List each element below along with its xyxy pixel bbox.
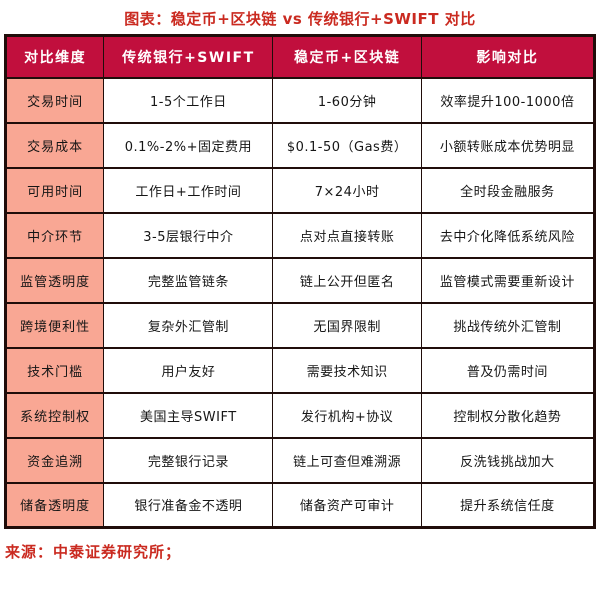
table-cell: 用户友好 (103, 346, 274, 393)
table-cell: 链上公开但匿名 (272, 256, 422, 303)
column-header-impact: 影响对比 (420, 34, 596, 78)
page-title: 图表：稳定币+区块链 vs 传统银行+SWIFT 对比 (124, 10, 476, 28)
row-dimension-cell: 监管透明度 (4, 256, 105, 303)
row-dimension-cell: 交易成本 (4, 121, 105, 168)
table-cell: 反洗钱挑战加大 (420, 436, 596, 483)
table-cell: 全时段金融服务 (420, 166, 596, 213)
table-cell: 挑战传统外汇管制 (420, 301, 596, 348)
table-row: 交易时间 1-5个工作日 1-60分钟 效率提升100-1000倍 (4, 76, 596, 123)
column-header-traditional: 传统银行+SWIFT (103, 34, 274, 78)
table-row: 监管透明度 完整监管链条 链上公开但匿名 监管模式需要重新设计 (4, 256, 596, 303)
table-cell: 需要技术知识 (272, 346, 422, 393)
column-header-stablecoin: 稳定币+区块链 (272, 34, 422, 78)
table-cell: 控制权分散化趋势 (420, 391, 596, 438)
header-row: 对比维度 传统银行+SWIFT 稳定币+区块链 影响对比 (4, 34, 596, 78)
table-cell: 发行机构+协议 (272, 391, 422, 438)
table-cell: 普及仍需时间 (420, 346, 596, 393)
table-cell: 银行准备金不透明 (103, 481, 274, 528)
row-dimension-cell: 可用时间 (4, 166, 105, 213)
table-cell: 7×24小时 (272, 166, 422, 213)
table-cell: 监管模式需要重新设计 (420, 256, 596, 303)
table-cell: 完整银行记录 (103, 436, 274, 483)
row-dimension-cell: 中介环节 (4, 211, 105, 258)
table-row: 中介环节 3-5层银行中介 点对点直接转账 去中介化降低系统风险 (4, 211, 596, 258)
comparison-table: 对比维度 传统银行+SWIFT 稳定币+区块链 影响对比 交易时间 1-5个工作… (4, 34, 596, 529)
row-dimension-cell: 资金追溯 (4, 436, 105, 483)
table-cell: 提升系统信任度 (420, 481, 596, 528)
table-cell: 1-5个工作日 (103, 76, 274, 123)
source-citation: 来源：中泰证券研究所； (5, 543, 182, 561)
table-row: 储备透明度 银行准备金不透明 储备资产可审计 提升系统信任度 (4, 481, 596, 528)
table-row: 交易成本 0.1%-2%+固定费用 $0.1-50（Gas费） 小额转账成本优势… (4, 121, 596, 168)
table-cell: 无国界限制 (272, 301, 422, 348)
row-dimension-cell: 系统控制权 (4, 391, 105, 438)
table-cell: 点对点直接转账 (272, 211, 422, 258)
table-cell: 1-60分钟 (272, 76, 422, 123)
table-cell: 美国主导SWIFT (103, 391, 274, 438)
table-row: 跨境便利性 复杂外汇管制 无国界限制 挑战传统外汇管制 (4, 301, 596, 348)
table-cell: 复杂外汇管制 (103, 301, 274, 348)
row-dimension-cell: 跨境便利性 (4, 301, 105, 348)
table-row: 资金追溯 完整银行记录 链上可查但难溯源 反洗钱挑战加大 (4, 436, 596, 483)
column-header-dimension: 对比维度 (4, 34, 105, 78)
row-dimension-cell: 储备透明度 (4, 481, 105, 528)
row-dimension-cell: 交易时间 (4, 76, 105, 123)
table-cell: 去中介化降低系统风险 (420, 211, 596, 258)
table-cell: 0.1%-2%+固定费用 (103, 121, 274, 168)
figure: 图表：稳定币+区块链 vs 传统银行+SWIFT 对比 对比维度 传统银行+SW… (4, 10, 596, 561)
table-cell: 3-5层银行中介 (103, 211, 274, 258)
table-cell: 链上可查但难溯源 (272, 436, 422, 483)
table-cell: 工作日+工作时间 (103, 166, 274, 213)
table-cell: $0.1-50（Gas费） (272, 121, 422, 168)
table-cell: 储备资产可审计 (272, 481, 422, 528)
table-cell: 完整监管链条 (103, 256, 274, 303)
table-row: 可用时间 工作日+工作时间 7×24小时 全时段金融服务 (4, 166, 596, 213)
table-cell: 效率提升100-1000倍 (420, 76, 596, 123)
table-row: 技术门槛 用户友好 需要技术知识 普及仍需时间 (4, 346, 596, 393)
table-row: 系统控制权 美国主导SWIFT 发行机构+协议 控制权分散化趋势 (4, 391, 596, 438)
row-dimension-cell: 技术门槛 (4, 346, 105, 393)
table-cell: 小额转账成本优势明显 (420, 121, 596, 168)
